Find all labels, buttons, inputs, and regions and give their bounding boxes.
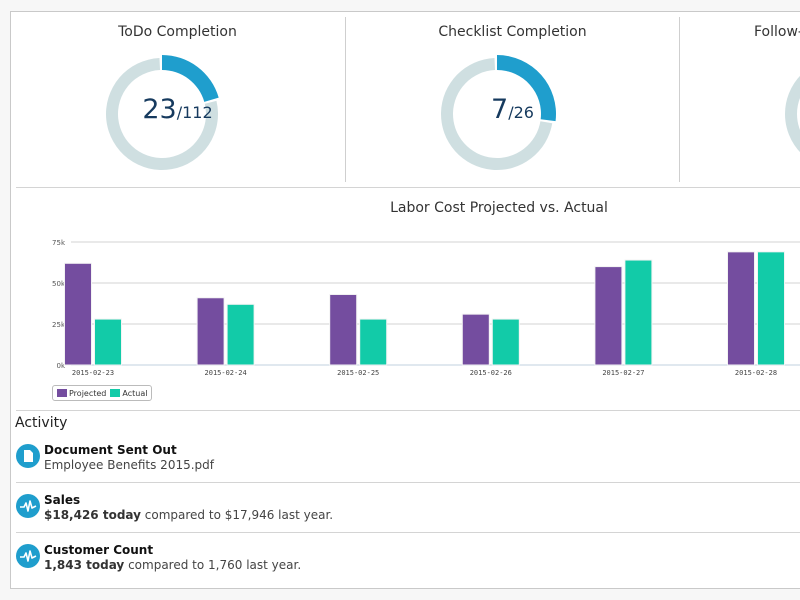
y-tick-label: 25k bbox=[52, 321, 66, 329]
bar-projected-2015-02-25[interactable] bbox=[329, 293, 358, 366]
bar-actual-2015-02-28[interactable] bbox=[757, 251, 785, 366]
legend-item-projected[interactable]: Projected bbox=[57, 389, 106, 398]
activity-item[interactable]: Sales $18,426 today compared to $17,946 … bbox=[15, 493, 800, 533]
y-tick-label: 75k bbox=[52, 239, 66, 247]
legend-item-actual[interactable]: Actual bbox=[110, 389, 147, 398]
kpi-title: Checklist Completion bbox=[438, 24, 587, 40]
activity-item[interactable]: Document Sent Out Employee Benefits 2015… bbox=[15, 443, 800, 483]
bar-projected-2015-02-24[interactable] bbox=[196, 297, 225, 366]
divider bbox=[16, 482, 800, 483]
actual-swatch bbox=[110, 389, 121, 397]
activity-heading: Document Sent Out bbox=[44, 443, 177, 457]
kpi-todo-completion[interactable]: ToDo Completion 23/112 bbox=[11, 12, 344, 187]
activity-text: Employee Benefits 2015.pdf bbox=[44, 458, 214, 472]
separator: / bbox=[508, 103, 514, 122]
completed-count: 23 bbox=[142, 94, 177, 125]
x-tick-label: 2015-02-28 bbox=[735, 369, 777, 377]
x-tick-label: 2015-02-25 bbox=[337, 369, 379, 377]
activity-item[interactable]: Customer Count 1,843 today compared to 1… bbox=[15, 543, 800, 583]
pulse-icon bbox=[16, 544, 40, 568]
kpi-value: 23/112 bbox=[11, 94, 344, 125]
completed-count: 7 bbox=[491, 94, 509, 125]
activity-text: compared to 1,760 last year. bbox=[124, 558, 302, 572]
document-icon bbox=[16, 444, 40, 468]
bar-projected-2015-02-28[interactable] bbox=[727, 251, 755, 366]
divider bbox=[16, 532, 800, 533]
follow-up-donut bbox=[785, 75, 800, 153]
dashboard-panel: ToDo Completion 23/112 Checklist Complet… bbox=[10, 11, 800, 589]
kpi-row: ToDo Completion 23/112 Checklist Complet… bbox=[11, 12, 800, 187]
x-tick-label: 2015-02-24 bbox=[205, 369, 247, 377]
total-count: 26 bbox=[513, 103, 534, 122]
bar-actual-2015-02-27[interactable] bbox=[624, 259, 653, 366]
x-tick-label: 2015-02-26 bbox=[470, 369, 512, 377]
kpi-value: 7/26 bbox=[346, 94, 679, 125]
x-tick-label: 2015-02-27 bbox=[602, 369, 644, 377]
activity-detail: 1,843 today compared to 1,760 last year. bbox=[44, 558, 301, 572]
donut-completed-arc bbox=[162, 55, 219, 102]
divider bbox=[16, 410, 800, 411]
bar-projected-2015-02-23[interactable] bbox=[64, 262, 92, 366]
bar-projected-2015-02-27[interactable] bbox=[594, 266, 623, 366]
legend-label: Projected bbox=[69, 388, 107, 398]
divider bbox=[16, 187, 800, 188]
activity-highlight: $18,426 today bbox=[44, 508, 141, 522]
pulse-icon bbox=[16, 494, 40, 518]
chart-title: Labor Cost Projected vs. Actual bbox=[390, 200, 608, 216]
kpi-checklist-completion[interactable]: Checklist Completion 7/26 bbox=[346, 12, 679, 187]
donut-track bbox=[785, 75, 800, 153]
kpi-follow-up[interactable]: Follow- bbox=[680, 12, 800, 187]
separator: / bbox=[176, 103, 183, 122]
activity-title: Activity bbox=[15, 415, 68, 431]
y-tick-label: 50k bbox=[52, 280, 66, 288]
divider bbox=[679, 17, 680, 182]
legend-label: Actual bbox=[122, 388, 148, 398]
total-count: 112 bbox=[182, 103, 213, 122]
x-tick-label: 2015-02-23 bbox=[72, 369, 114, 377]
activity-highlight: 1,843 today bbox=[44, 558, 125, 572]
kpi-title: Follow- bbox=[754, 24, 800, 40]
bar-actual-2015-02-26[interactable] bbox=[491, 318, 520, 366]
bar-actual-2015-02-24[interactable] bbox=[226, 303, 255, 366]
y-tick-label: 0k bbox=[56, 362, 65, 370]
chart-legend: Projected Actual bbox=[52, 385, 153, 401]
labor-cost-chart: 0k 25k 50k 75k 2015-02-23 2015-02-24 2015-02-2… bbox=[52, 239, 800, 377]
activity-heading: Sales bbox=[44, 493, 81, 507]
donut-completed-arc bbox=[497, 55, 556, 122]
bar-actual-2015-02-23[interactable] bbox=[94, 318, 122, 366]
projected-swatch bbox=[57, 389, 67, 397]
todo-donut bbox=[105, 55, 219, 170]
bar-actual-2015-02-25[interactable] bbox=[359, 318, 388, 366]
activity-heading: Customer Count bbox=[44, 543, 154, 557]
activity-detail: $18,426 today compared to $17,946 last y… bbox=[44, 508, 333, 522]
activity-detail: Employee Benefits 2015.pdf bbox=[44, 458, 214, 472]
kpi-title: ToDo Completion bbox=[118, 24, 237, 40]
activity-text: compared to $17,946 last year. bbox=[140, 508, 334, 522]
divider bbox=[345, 17, 346, 182]
bar-projected-2015-02-26[interactable] bbox=[461, 313, 490, 366]
checklist-donut bbox=[441, 55, 556, 170]
